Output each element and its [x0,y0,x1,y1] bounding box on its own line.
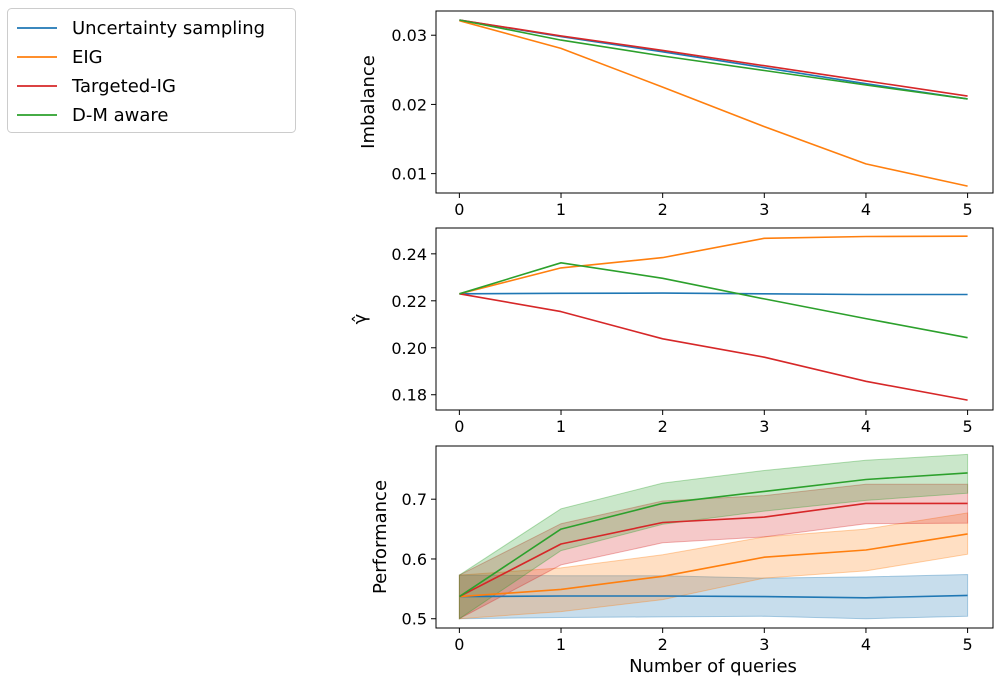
legend: Uncertainty sampling EIG Targeted-IG D-M aw… [7,8,296,133]
performance-line-uncertainty-sampling [459,594,968,599]
gamma-xtick-label: 1 [556,417,566,436]
imbalance-axes-frame [435,10,994,194]
performance-xtick-label: 4 [861,635,871,654]
gamma-ytick-label: 0.20 [391,339,427,358]
gamma-xtick-label: 0 [454,417,464,436]
imbalance-ytick-label: 0.03 [391,26,427,45]
imbalance-ytick-label: 0.01 [391,165,427,184]
performance-band-d-m-aware [458,453,969,620]
performance-ytick-label: 0.5 [402,610,427,629]
gamma-ytick-label: 0.22 [391,292,427,311]
imbalance-line-targeted-ig [459,19,968,97]
imbalance-ytick-label: 0.02 [391,95,427,114]
gamma-line-uncertainty-sampling [459,292,968,296]
performance-xtick-label: 1 [556,635,566,654]
performance-band-eig [458,512,969,620]
imbalance-y-axis-label: Imbalance [358,55,379,149]
legend-label-d-m-aware: D-M aware [72,105,168,126]
gamma-xtick-label: 2 [658,417,668,436]
gamma-ytick-label: 0.24 [391,245,427,264]
gamma-xtick-label: 3 [759,417,769,436]
imbalance-xtick-label: 4 [861,200,871,219]
legend-frame [7,8,296,133]
imbalance-xtick-label: 3 [759,200,769,219]
performance-xtick-label: 2 [658,635,668,654]
imbalance-xtick-label: 1 [556,200,566,219]
gamma-line-targeted-ig [459,293,968,401]
performance-xtick-label: 5 [962,635,972,654]
gamma-xtick-label: 5 [962,417,972,436]
gamma-line-eig [459,235,968,295]
performance-line-targeted-ig [459,502,968,598]
performance-xtick-label: 3 [759,635,769,654]
imbalance-xtick-label: 2 [658,200,668,219]
performance-panel: 0 1 2 3 4 5 0.5 0.6 0.7 Performance [370,445,994,654]
gamma-ytick-label: 0.18 [391,386,427,405]
imbalance-line-eig [459,19,968,187]
gamma-line-d-m-aware [459,261,968,339]
imbalance-panel: 0 1 2 3 4 5 0.01 0.02 0.03 Imbalance [358,10,994,219]
legend-label-targeted-ig: Targeted-IG [71,76,176,97]
legend-label-uncertainty-sampling: Uncertainty sampling [72,18,265,39]
imbalance-line-d-m-aware [459,19,968,100]
performance-y-axis-label: Performance [370,480,391,594]
legend-label-eig: EIG [72,47,103,68]
imbalance-xtick-label: 0 [454,200,464,219]
gamma-axes-frame [435,227,994,411]
gamma-y-axis-label: γ̂ [350,313,371,324]
performance-ytick-label: 0.6 [402,550,427,569]
imbalance-xtick-label: 5 [962,200,972,219]
performance-band-targeted-ig [458,483,969,620]
performance-line-d-m-aware [458,472,968,598]
performance-xtick-label: 0 [454,635,464,654]
x-axis-label: Number of queries [629,656,797,677]
performance-axes-frame [435,445,994,629]
gamma-xtick-label: 4 [861,417,871,436]
performance-line-eig [459,533,968,598]
performance-ytick-label: 0.7 [402,490,427,509]
gamma-panel: 0 1 2 3 4 5 0.18 0.20 0.22 0.24 γ̂ [350,227,994,436]
